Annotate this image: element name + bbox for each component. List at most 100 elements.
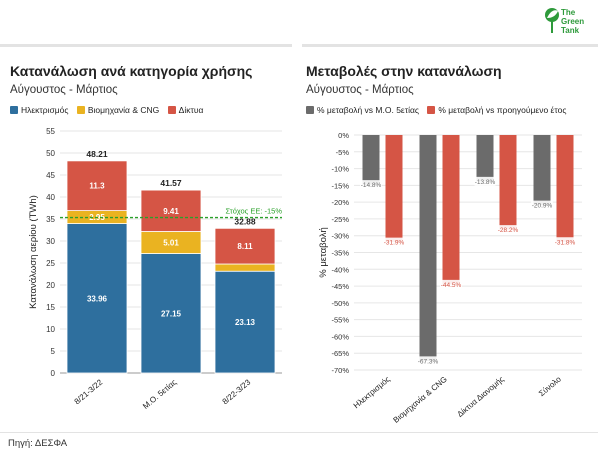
x-tick-label: Δίκτυα Διανομής: [455, 375, 505, 419]
chart-legend: % μεταβολή vs Μ.Ο. 5ετίας % μεταβολή vs …: [306, 105, 572, 116]
data-label: -14.8%: [361, 182, 382, 189]
chart-title: Κατανάλωση ανά κατηγορία χρήσης: [10, 63, 253, 79]
legend-swatch: [167, 106, 176, 114]
legend-item-5yr-avg: % μεταβολή vs Μ.Ο. 5ετίας: [306, 105, 419, 115]
total-label: 41.57: [160, 178, 182, 188]
total-label: 48.21: [86, 149, 108, 159]
bar: [476, 135, 494, 182]
x-tick-label: Ηλεκτρισμός: [352, 375, 392, 411]
data-label: -20.9%: [532, 203, 553, 210]
legend-swatch: [306, 106, 314, 114]
data-label-bg: [474, 176, 496, 186]
y-tick-label: 25: [46, 259, 55, 268]
y-tick-label: -25%: [331, 215, 349, 224]
bar: [362, 135, 380, 185]
y-tick-label: -45%: [331, 282, 349, 291]
x-tick-label: Μ.Ο. 5ετίας: [141, 378, 178, 411]
x-tick-label: 8/22-3/23: [221, 377, 253, 406]
data-label-bg: [417, 356, 439, 366]
y-tick-label: -40%: [331, 265, 349, 274]
bar: [442, 135, 460, 285]
logo-text: The Green Tank: [561, 8, 585, 35]
bar-segment: [66, 223, 128, 374]
y-tick-label: 0%: [338, 131, 349, 140]
data-label-bg: [554, 237, 576, 247]
y-tick-label: 55: [46, 127, 55, 136]
legend-label: Βιομηχανία & CNG: [87, 105, 160, 115]
data-label-bg: [440, 279, 462, 289]
bar-segment: [66, 160, 128, 211]
leaf-logo-icon: [545, 8, 559, 33]
data-label-bg: [383, 237, 405, 247]
y-tick-label: 0: [51, 369, 56, 378]
chart-subtitle: Αύγουστος - Μάρτιος: [306, 84, 414, 96]
legend-swatch: [10, 106, 18, 114]
footer-divider: [0, 432, 598, 433]
legend-item-industry: Βιομηχανία & CNG: [76, 105, 160, 115]
data-label: -67.3%: [418, 358, 439, 365]
y-tick-label: -20%: [331, 198, 349, 207]
consumption-chart-panel: Κατανάλωση ανά κατηγορία χρήσης Αύγουστο…: [0, 44, 292, 435]
legend-swatch: [427, 106, 436, 114]
data-label-bg: [360, 180, 382, 190]
green-tank-logo: The Green Tank: [543, 6, 593, 42]
bar-segment: [214, 227, 276, 265]
y-tick-label: 50: [46, 149, 55, 158]
y-tick-label: -50%: [331, 299, 349, 308]
bar-segment: [140, 189, 202, 232]
source-note: Πηγή: ΔΕΣΦΑ: [8, 438, 68, 449]
bar: [556, 135, 574, 242]
y-tick-label: -60%: [331, 332, 349, 341]
data-label: 33.96: [87, 294, 108, 303]
grouped-bar-chart: 0% -5% -10% -15% -20% -25% -30% -35% -40% -45% -50…: [318, 131, 582, 425]
y-tick-label: -65%: [331, 349, 349, 358]
data-label: 5.01: [163, 239, 179, 248]
legend-label: Δίκτυα: [178, 105, 204, 115]
data-label: -13.8%: [475, 179, 496, 186]
bar: [419, 135, 437, 361]
x-tick-label: Βιομηχανία & CNG: [392, 375, 449, 425]
legend-item-prev-year: % μεταβολή vs προηγούμενο έτος: [427, 105, 566, 115]
bar-segment: [214, 270, 276, 374]
y-tick-label: 10: [46, 325, 55, 334]
legend-label: % μεταβολή vs προηγούμενο έτος: [438, 105, 567, 115]
data-label: 23.13: [235, 318, 256, 327]
y-tick-label: -5%: [336, 148, 350, 157]
data-label: 9.41: [163, 207, 179, 216]
bar-segment: [214, 263, 276, 272]
y-tick-label: 20: [46, 281, 55, 290]
data-label: 8.11: [237, 242, 253, 251]
y-tick-label: 35: [46, 215, 55, 224]
y-tick-label: -30%: [331, 232, 349, 241]
y-tick-label: -70%: [331, 366, 349, 375]
y-tick-label: -35%: [331, 249, 349, 258]
legend-swatch: [76, 106, 85, 114]
x-tick-label: Σύνολο: [537, 374, 563, 398]
data-label: 11.3: [89, 182, 105, 191]
change-chart-panel: Μεταβολές στην κατανάλωση Αύγουστος - Μά…: [302, 44, 598, 435]
chart-title: Μεταβολές στην κατανάλωση: [306, 63, 502, 79]
y-tick-label: 30: [46, 237, 55, 246]
y-tick-label: 5: [51, 347, 56, 356]
y-tick-label: -15%: [331, 181, 349, 190]
y-tick-label: -55%: [331, 316, 349, 325]
data-label: -28.2%: [498, 227, 519, 234]
chart-subtitle: Αύγουστος - Μάρτιος: [10, 84, 118, 96]
data-label-bg: [497, 225, 519, 235]
stacked-bar-chart: 0 5 10 15 20 25 30 35 40 45 50 55 Κατανάλωση αερίου …: [28, 127, 283, 411]
legend-label: Ηλεκτρισμός: [21, 105, 69, 115]
legend-item-networks: Δίκτυα: [167, 105, 204, 115]
y-tick-label: 15: [46, 303, 55, 312]
data-label: -31.9%: [384, 240, 405, 247]
bar: [385, 135, 403, 243]
target-label: Στόχος ΕΕ: -15%: [226, 207, 283, 216]
total-label: 32.88: [234, 216, 256, 226]
legend-label: % μεταβολή vs Μ.Ο. 5ετίας: [317, 105, 419, 115]
x-tick-label: 8/21-3/22: [73, 377, 105, 406]
y-axis-title: Κατανάλωση αερίου (TWh): [28, 195, 39, 309]
y-tick-label: -10%: [331, 165, 349, 174]
bar: [499, 135, 517, 230]
data-label: -44.5%: [441, 282, 462, 289]
bar: [533, 135, 551, 206]
legend-item-electricity: Ηλεκτρισμός: [10, 105, 68, 115]
